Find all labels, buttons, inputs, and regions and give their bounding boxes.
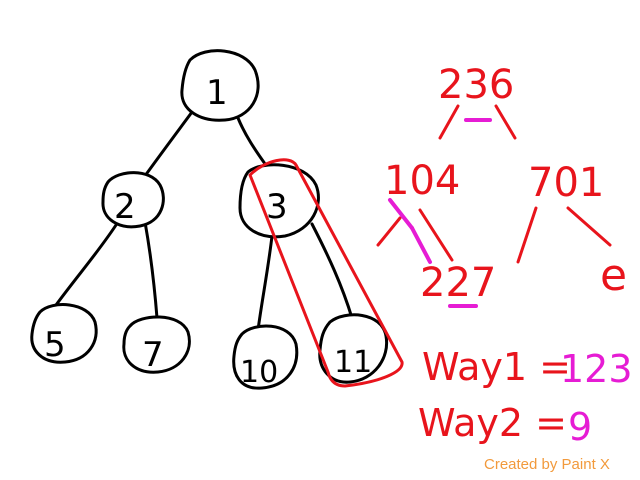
annotation-left-number: 104 — [384, 158, 460, 204]
node-label: 11 — [334, 345, 372, 380]
node-label: 1 — [206, 73, 228, 113]
way1-label: Way1 = — [422, 345, 571, 389]
way2-value: 9 — [568, 405, 592, 449]
node-label: 2 — [114, 187, 136, 227]
tree-nodes: 1 2 3 5 7 10 11 — [30, 49, 389, 390]
annotation-marks — [388, 118, 492, 308]
way1-value: 123 — [560, 347, 633, 391]
tree-node-2: 2 — [101, 171, 165, 229]
annotation-top-number: 236 — [438, 62, 514, 108]
node-label: 10 — [240, 355, 278, 390]
highlight-box — [248, 158, 404, 388]
way2-label: Way2 = — [418, 401, 567, 445]
tree-node-11: 11 — [318, 313, 389, 384]
node-label: 7 — [142, 335, 164, 375]
edge-1-3 — [236, 116, 270, 170]
tree-node-1: 1 — [180, 49, 260, 122]
tree-node-5: 5 — [30, 303, 98, 365]
watermark: Created by Paint X — [484, 456, 610, 473]
edge-3-11 — [310, 222, 354, 320]
edge-2-7 — [143, 220, 159, 320]
annotation-side-fragment: e — [600, 250, 627, 301]
tree-node-7: 7 — [122, 315, 191, 375]
tree-node-3: 3 — [238, 163, 320, 239]
tree-edges — [54, 110, 354, 332]
tree-node-10: 10 — [232, 324, 299, 390]
node-label: 5 — [44, 325, 66, 365]
node-label: 3 — [266, 187, 288, 227]
edge-3-10 — [256, 234, 274, 332]
edge-1-2 — [140, 110, 194, 182]
annotation-bottom-number: 227 — [420, 260, 496, 306]
edge-2-5 — [54, 220, 120, 307]
annotation-connectors — [376, 104, 612, 264]
annotation-right-number: 701 — [528, 160, 604, 206]
